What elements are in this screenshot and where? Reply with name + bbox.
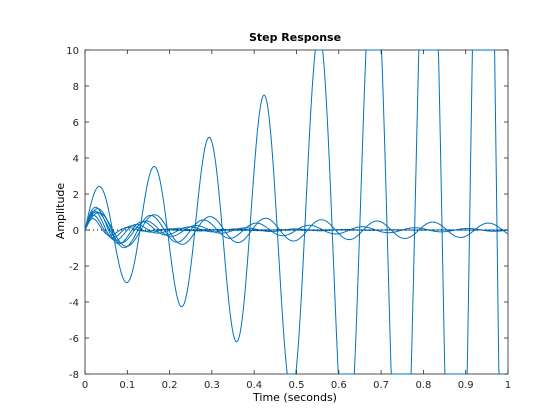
- plot-area: 0 0.1 0.2 0.3 0.4 0.5 0.6 0.7 0.8 0.9 1 -8 -6 -4 -2 0 2…: [66, 46, 511, 391]
- y-axis-label: Amplitude: [54, 183, 67, 240]
- y-tick-label: -6: [69, 334, 79, 345]
- x-tick-label: 0.9: [458, 380, 474, 391]
- y-tick-label: -8: [69, 370, 79, 381]
- series-line-1: [84, 49, 508, 375]
- x-tick-label: 1: [505, 380, 511, 391]
- x-tick-label: 0.7: [373, 380, 389, 391]
- y-tick-label: 2: [73, 190, 79, 201]
- x-tick-label: 0.6: [331, 380, 347, 391]
- y-tick-label: 4: [73, 154, 79, 165]
- x-ticks: 0 0.1 0.2 0.3 0.4 0.5 0.6 0.7 0.8 0.9 1: [82, 50, 511, 391]
- x-tick-label: 0.5: [289, 380, 305, 391]
- x-tick-label: 0.4: [246, 380, 262, 391]
- x-tick-label: 0.3: [204, 380, 220, 391]
- x-tick-label: 0.2: [162, 380, 178, 391]
- x-tick-label: 0.8: [415, 380, 431, 391]
- axes-box: [84, 49, 509, 375]
- y-tick-label: 0: [73, 226, 79, 237]
- y-tick-label: -4: [69, 298, 79, 309]
- x-tick-label: 0.1: [119, 380, 135, 391]
- series-line-2: [84, 212, 509, 247]
- chart-title: Step Response: [249, 31, 341, 44]
- y-ticks: -8 -6 -4 -2 0 2 4 6 8 10: [66, 46, 508, 381]
- y-tick-label: 10: [66, 46, 79, 57]
- y-tick-label: 8: [73, 82, 79, 93]
- x-axis-label: Time (seconds): [252, 391, 337, 404]
- y-tick-label: -2: [69, 262, 79, 273]
- y-tick-label: 6: [73, 118, 79, 129]
- x-tick-label: 0: [82, 380, 88, 391]
